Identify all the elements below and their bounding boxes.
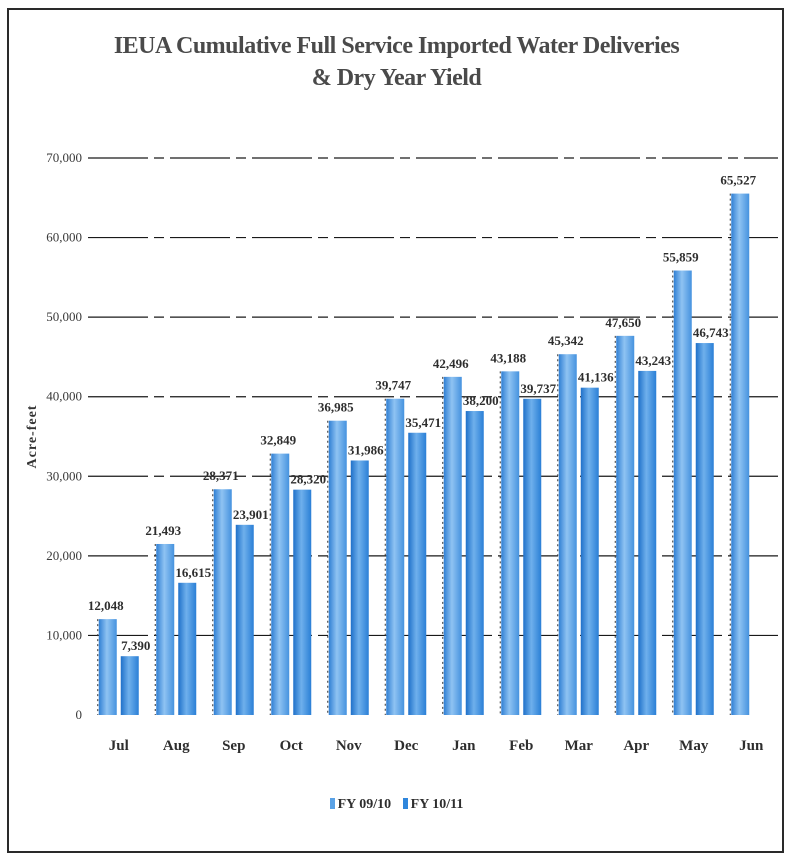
data-label: 12,048: [88, 598, 124, 613]
data-label: 65,527: [720, 173, 756, 188]
data-label: 39,747: [375, 378, 411, 393]
bar-fy1011: [580, 387, 599, 715]
data-label: 28,320: [290, 472, 326, 487]
bar-fy0910: [673, 270, 692, 715]
legend-item-series-1: FY 09/10: [329, 797, 392, 813]
data-label: 43,188: [490, 350, 526, 365]
legend-label-series-1: FY 09/10: [337, 797, 392, 812]
data-label: 41,136: [578, 370, 614, 385]
x-tick-label: Mar: [565, 738, 594, 754]
grid-layer: [88, 157, 778, 637]
bar-fy0910: [443, 376, 462, 715]
data-label: 35,471: [405, 415, 441, 430]
bar-fy0910: [271, 453, 290, 715]
x-tick-label: Jun: [739, 738, 764, 754]
data-label: 31,986: [348, 442, 384, 457]
data-label: 43,243: [635, 353, 671, 368]
y-tick-label: 60,000: [46, 230, 82, 245]
legend-swatch-series-1: [329, 798, 335, 809]
x-tick-label: Apr: [623, 738, 649, 754]
data-label: 38,200: [463, 393, 499, 408]
data-label: 21,493: [145, 523, 181, 538]
x-tick-label: Feb: [509, 738, 533, 754]
y-tick-label: 20,000: [46, 548, 82, 563]
y-tick-label: 50,000: [46, 309, 82, 324]
x-tick-label: Jan: [452, 738, 476, 754]
data-label: 47,650: [605, 315, 641, 330]
bar-fy0910: [616, 335, 635, 715]
bar-fy1011: [638, 370, 657, 715]
bar-fy1011: [695, 343, 714, 715]
chart-subtitle: & Dry Year Yield: [311, 65, 482, 91]
bar-fy0910: [98, 619, 117, 715]
bar-fy1011: [120, 656, 139, 715]
data-label: 45,342: [548, 333, 584, 348]
y-tick-label: 30,000: [46, 468, 82, 483]
bar-fy0910: [328, 420, 347, 715]
data-label: 28,371: [203, 468, 239, 483]
chart-title: IEUA Cumulative Full Service Imported Wa…: [113, 33, 680, 59]
x-tick-label: Dec: [394, 738, 418, 754]
bar-fy0910: [156, 543, 175, 715]
bar-fy0910: [501, 371, 520, 715]
bar-fy0910: [213, 489, 232, 715]
data-label: 7,390: [121, 638, 150, 653]
bar-fy0910: [386, 398, 405, 715]
bar-fy1011: [465, 411, 484, 715]
bar-fy1011: [408, 432, 427, 715]
legend: FY 09/10 FY 10/11: [0, 797, 793, 813]
x-tick-label: Oct: [280, 738, 303, 754]
y-axis-label: Acre-feet: [25, 405, 40, 469]
bar-fy0910: [558, 354, 577, 715]
x-tick-label: Jul: [109, 738, 129, 754]
y-tick-label: 40,000: [46, 389, 82, 404]
data-label: 32,849: [260, 433, 296, 448]
x-tick-label: May: [679, 738, 709, 754]
bar-fy1011: [293, 489, 312, 715]
data-label: 16,615: [175, 565, 211, 580]
data-label: 36,985: [318, 400, 354, 415]
bar-fy0910: [731, 193, 750, 716]
y-tick-label: 70,000: [46, 150, 82, 165]
legend-label-series-2: FY 10/11: [410, 797, 464, 812]
x-tick-label: Aug: [163, 738, 190, 754]
bar-fy1011: [235, 524, 254, 715]
y-tick-label: 0: [76, 707, 83, 722]
bar-layer: [97, 193, 750, 716]
data-label: 39,737: [520, 381, 556, 396]
label-layer: 12,048 7,390 21,493 16,615 28,371 23,901 32,84…: [88, 173, 757, 654]
legend-item-series-2: FY 10/11: [402, 797, 464, 813]
data-label: 23,901: [233, 507, 269, 522]
x-tick-label: Nov: [336, 738, 362, 754]
x-tick-label: Sep: [222, 738, 245, 754]
data-label: 55,859: [663, 250, 699, 265]
legend-swatch-series-2: [402, 798, 408, 809]
bar-fy1011: [350, 460, 369, 715]
chart-title-block: IEUA Cumulative Full Service Imported Wa…: [0, 30, 793, 94]
y-tick-label: 10,000: [46, 627, 82, 642]
bar-fy1011: [523, 398, 542, 715]
data-label: 46,743: [693, 325, 729, 340]
data-label: 42,496: [433, 356, 469, 371]
axis-layer: 0 10,000 20,000 30,000 40,000 50,000 60,000 70,…: [25, 150, 764, 754]
bar-fy1011: [178, 582, 197, 715]
